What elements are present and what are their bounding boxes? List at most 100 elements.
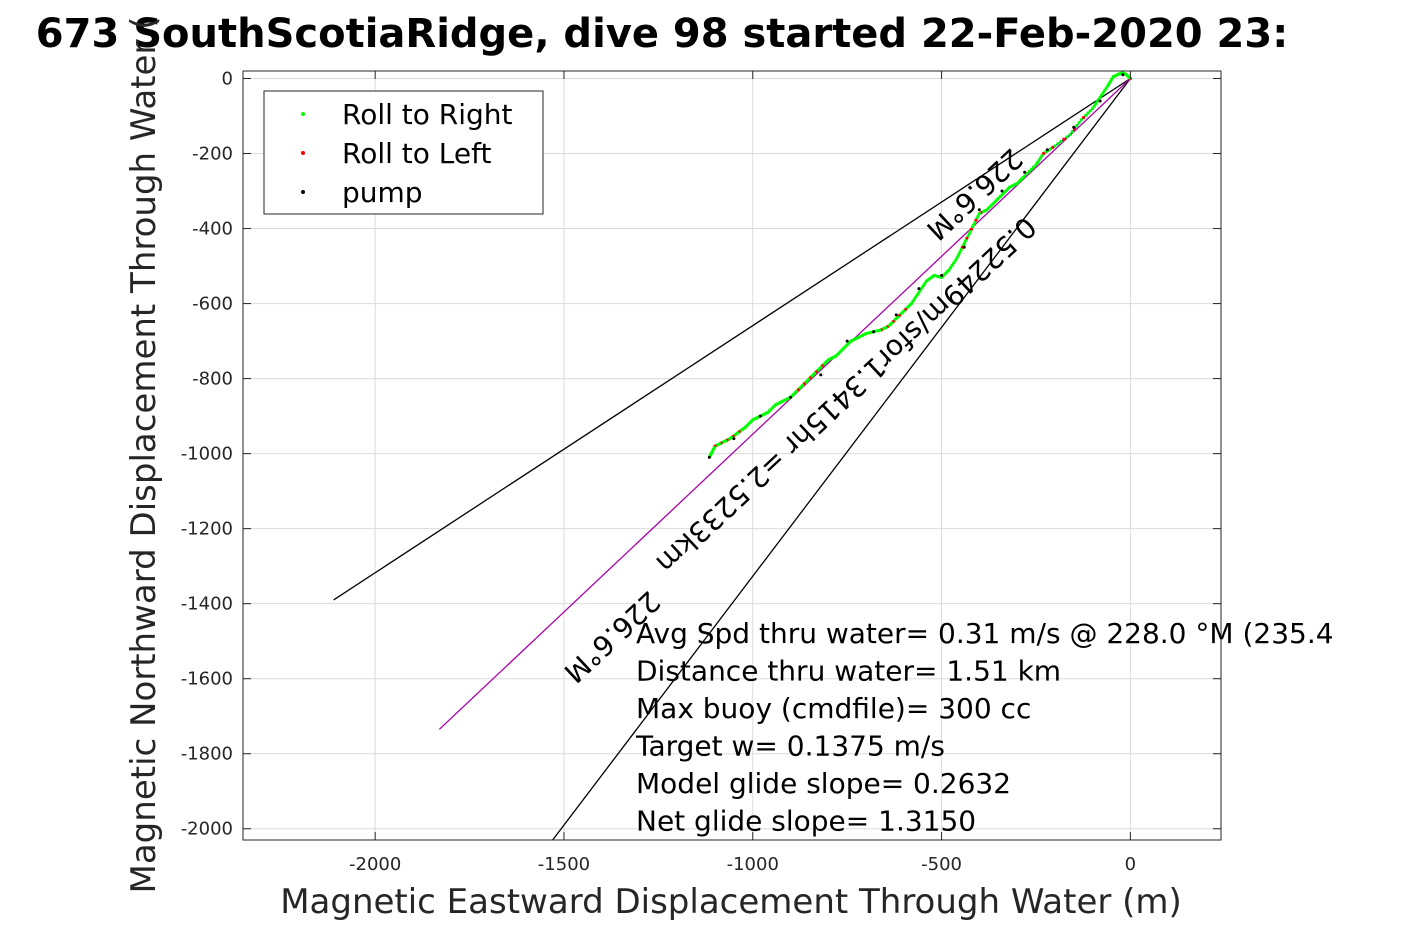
pump-point — [894, 313, 898, 317]
legend: Roll to Right Roll to Left pump — [263, 90, 544, 215]
roll-right-point — [1092, 104, 1096, 108]
y-tick-label: -200 — [192, 144, 233, 165]
roll-right-point — [1077, 121, 1081, 125]
pump-point — [789, 395, 793, 399]
roll-right-point — [1098, 95, 1102, 99]
pump-point — [1098, 99, 1102, 103]
pump-point — [872, 330, 876, 334]
roll-right-point — [949, 265, 953, 270]
y-tick-label: -400 — [192, 219, 233, 240]
legend-marker — [301, 112, 305, 116]
stats-line: Net glide slope= 1.3150 — [636, 805, 976, 838]
pump-point — [1023, 170, 1027, 174]
roll-right-point — [1025, 172, 1029, 176]
roll-right-point — [1091, 106, 1095, 111]
roll-left-point — [1062, 137, 1066, 141]
roll-right-point — [911, 299, 915, 303]
roll-right-point — [917, 290, 921, 294]
roll-right-point — [1038, 156, 1043, 160]
y-axis-label: Magnetic Northward Displacement Through … — [124, 17, 164, 894]
roll-right-point — [1075, 124, 1079, 128]
pump-point — [1000, 189, 1004, 193]
axis-ticks: -2000 -1500 -1000 -500 0 0 -200 -400 -600 -800 -10… — [181, 69, 1221, 875]
roll-right-point — [1101, 91, 1105, 95]
roll-right-point — [1070, 130, 1074, 134]
x-axis-label: Magnetic Eastward Displacement Through W… — [280, 882, 1182, 922]
pump-point — [732, 437, 736, 441]
legend-marker — [301, 190, 305, 194]
roll-right-point — [924, 279, 929, 283]
pump-point — [917, 287, 921, 291]
x-tick-label: -2000 — [349, 854, 401, 875]
roll-right-point — [920, 286, 924, 290]
y-tick-label: -1200 — [181, 519, 233, 540]
pump-point — [845, 339, 849, 343]
roll-left-point — [1041, 151, 1046, 156]
roll-right-point — [1086, 111, 1090, 115]
y-tick-label: -1000 — [181, 444, 233, 465]
pump-point — [707, 455, 711, 459]
legend-label: Roll to Right — [342, 98, 513, 131]
roll-left-point — [1050, 145, 1055, 150]
chart-title: 673 SouthScotiaRidge, dive 98 started 22… — [36, 11, 1288, 57]
y-tick-label: -1600 — [181, 669, 233, 690]
roll-right-point — [1103, 88, 1107, 93]
roll-right-point — [1044, 150, 1048, 154]
roll-right-point — [1079, 118, 1083, 122]
roll-right-point — [953, 259, 957, 263]
pump-point — [940, 273, 944, 277]
roll-right-point — [1084, 113, 1088, 117]
roll-right-point — [1094, 102, 1098, 106]
roll-right-point — [952, 261, 956, 265]
roll-right-point — [1040, 154, 1044, 158]
heading-line — [333, 77, 1131, 601]
annotation-block: Avg Spd thru water= 0.31 m/s @ 228.0 °M … — [635, 617, 1334, 838]
y-tick-label: -600 — [192, 294, 233, 315]
roll-right-point — [1088, 109, 1092, 113]
roll-right-point — [1029, 167, 1034, 171]
x-tick-label: -500 — [921, 854, 962, 875]
roll-right-point — [1032, 165, 1036, 169]
heading-line — [438, 78, 1131, 730]
roll-right-point — [1068, 133, 1072, 137]
roll-right-point — [1100, 93, 1104, 97]
roll-right-point — [1048, 147, 1052, 151]
stats-line: Target w= 0.1375 m/s — [635, 730, 945, 763]
roll-right-point — [1065, 135, 1069, 139]
roll-right-point — [921, 283, 926, 288]
stats-line: Model glide slope= 0.2632 — [636, 767, 1011, 800]
stats-line: Distance thru water= 1.51 km — [636, 655, 1061, 688]
axes-box — [242, 70, 1222, 841]
legend-label: pump — [342, 176, 423, 209]
x-tick-label: 0 — [1125, 854, 1136, 875]
roll-right-point — [1035, 160, 1040, 165]
pump-point — [1072, 125, 1076, 129]
pump-point — [1045, 148, 1049, 152]
pump-point — [962, 245, 966, 249]
y-tick-label: -1800 — [181, 744, 233, 765]
roll-right-point — [915, 292, 920, 297]
y-tick-label: -1400 — [181, 594, 233, 615]
pump-point — [1121, 73, 1125, 77]
roll-right-point — [950, 263, 954, 267]
roll-right-point — [955, 256, 959, 261]
legend-box — [263, 90, 544, 215]
roll-right-point — [1053, 144, 1057, 148]
legend-marker — [301, 151, 305, 155]
pump-point — [758, 414, 762, 418]
x-tick-label: -1000 — [727, 854, 779, 875]
roll-right-point — [912, 297, 916, 301]
roll-right-point — [1056, 142, 1060, 146]
stats-line: Max buoy (cmdfile)= 300 cc — [636, 692, 1031, 725]
y-tick-label: -2000 — [181, 819, 233, 840]
roll-right-point — [1104, 86, 1108, 90]
roll-left-point — [1081, 115, 1086, 120]
legend-label: Roll to Left — [342, 137, 491, 170]
pump-point — [819, 373, 823, 377]
plot-area: 226.6°M0.52249m/sfor1.3415hr =2.5233km22… — [181, 69, 1222, 875]
x-tick-label: -1500 — [538, 854, 590, 875]
pump-point — [977, 208, 981, 212]
roll-right-point — [914, 295, 918, 299]
stats-line: Avg Spd thru water= 0.31 m/s @ 228.0 °M … — [636, 617, 1334, 650]
